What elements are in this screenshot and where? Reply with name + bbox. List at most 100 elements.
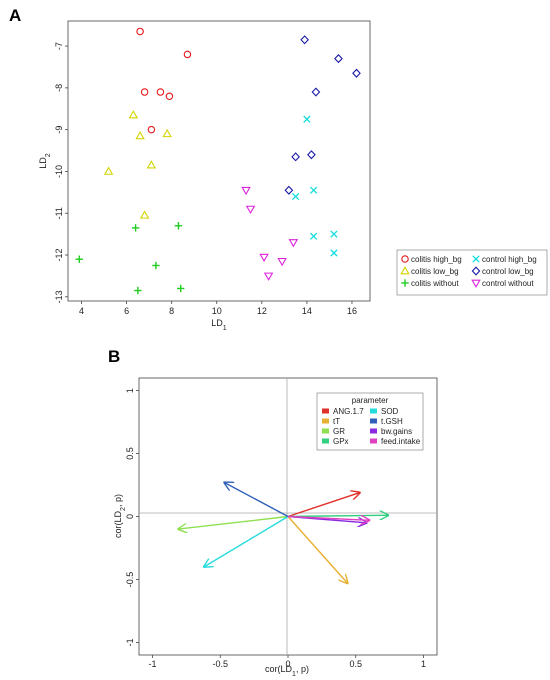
legend-marker xyxy=(471,279,481,288)
data-point xyxy=(284,185,294,195)
legend-title: parameter xyxy=(352,396,389,405)
data-point xyxy=(352,68,361,78)
legend-swatch xyxy=(370,408,377,414)
x-tick-label: -0.5 xyxy=(213,659,229,669)
vector-arrow xyxy=(224,483,289,518)
data-point xyxy=(330,230,338,238)
panel-b-letter: B xyxy=(108,347,120,366)
data-point xyxy=(156,88,165,96)
data-point xyxy=(300,35,309,45)
data-point xyxy=(135,131,145,140)
panel-b-x-ticks: -1 -0.5 0 0.5 1 xyxy=(149,655,426,669)
legend-label: GR xyxy=(333,427,345,436)
y-tick-label: -13 xyxy=(54,290,64,303)
data-point xyxy=(183,50,192,59)
data-point xyxy=(288,239,299,248)
x-tick-label: 10 xyxy=(212,306,222,316)
legend-label: colitis without xyxy=(411,279,459,288)
x-tick-label: 4 xyxy=(79,306,84,316)
data-point xyxy=(146,160,157,169)
vector-arrow xyxy=(204,515,289,567)
panel-b-y-ticks: 1 0.5 0 -0.5 -1 xyxy=(125,388,139,646)
vector-arrow xyxy=(287,517,369,521)
x-tick-label: 14 xyxy=(302,306,312,316)
data-point xyxy=(303,115,311,123)
panel-b-x-axis-label: cor(LD1, p) xyxy=(265,664,309,678)
data-point xyxy=(162,128,172,138)
y-tick-label: -10 xyxy=(54,165,64,178)
y-tick-label: -0.5 xyxy=(125,572,135,588)
data-point xyxy=(309,232,318,240)
x-tick-label: 6 xyxy=(124,306,129,316)
data-point xyxy=(136,27,144,36)
legend-swatch xyxy=(322,438,329,444)
legend-marker xyxy=(472,255,480,263)
data-point xyxy=(176,284,185,293)
legend-swatch xyxy=(322,408,329,414)
legend-swatch xyxy=(322,418,329,424)
data-point xyxy=(139,210,150,219)
x-tick-label: -1 xyxy=(149,659,157,669)
legend-label: GPx xyxy=(333,437,349,446)
x-tick-label: 1 xyxy=(421,659,426,669)
y-tick-label: -1 xyxy=(125,638,135,646)
data-point xyxy=(165,92,174,100)
data-point xyxy=(311,87,321,97)
data-point xyxy=(103,166,114,175)
data-point xyxy=(174,222,183,230)
panel-a-y-axis-label: LD2 xyxy=(38,153,52,169)
legend-marker xyxy=(401,279,409,287)
legend-swatch xyxy=(370,428,377,434)
panel-a-y-ticks: -7 -8 -9 -10 -11 -12 -13 xyxy=(54,42,68,303)
y-tick-label: -7 xyxy=(54,42,64,50)
vector-arrow xyxy=(178,515,289,530)
y-tick-label: 1 xyxy=(125,388,135,393)
panel-a-x-ticks: 4 6 8 10 12 14 16 xyxy=(79,301,357,316)
data-point xyxy=(334,54,343,64)
legend-marker xyxy=(471,266,481,276)
data-point xyxy=(131,224,140,232)
panel-a-plot-frame xyxy=(67,20,371,302)
data-point xyxy=(291,152,300,162)
data-point xyxy=(330,249,338,257)
legend-marker xyxy=(401,255,409,263)
vector-arrow xyxy=(287,515,388,516)
x-tick-label: 8 xyxy=(169,306,174,316)
legend-label: tT xyxy=(333,417,340,426)
data-point xyxy=(307,150,316,160)
panel-a-letter: A xyxy=(9,6,21,25)
panel-a-points xyxy=(75,27,361,295)
data-point xyxy=(259,253,269,263)
data-point xyxy=(245,205,256,214)
data-point xyxy=(152,261,160,270)
x-tick-label: 12 xyxy=(257,306,267,316)
x-tick-label: 0.5 xyxy=(349,659,362,669)
y-tick-label: -8 xyxy=(54,84,64,92)
legend-label: bw.gains xyxy=(381,427,412,436)
y-tick-label: -12 xyxy=(54,249,64,262)
legend-label: SOD xyxy=(381,407,399,416)
legend-label: colitis low_bg xyxy=(411,267,459,276)
y-tick-label: 0 xyxy=(125,514,135,519)
data-point xyxy=(134,286,142,295)
data-point xyxy=(291,192,300,201)
x-tick-label: 16 xyxy=(347,306,357,316)
y-tick-label: 0.5 xyxy=(125,447,135,460)
legend-marker xyxy=(400,266,410,275)
legend-label: control high_bg xyxy=(482,255,537,264)
legend-swatch xyxy=(322,428,329,434)
legend-label: t.GSH xyxy=(381,417,403,426)
data-point xyxy=(263,272,274,281)
x-tick-label: 0 xyxy=(285,659,290,669)
data-point xyxy=(277,257,287,267)
data-point xyxy=(147,125,156,134)
data-point xyxy=(75,255,83,263)
data-point xyxy=(140,88,149,96)
panel-b-y-axis-label: cor(LD2, p) xyxy=(113,494,127,538)
vector-arrow xyxy=(287,493,360,518)
legend-swatch xyxy=(370,438,377,444)
panel-b-vectors xyxy=(178,483,388,584)
